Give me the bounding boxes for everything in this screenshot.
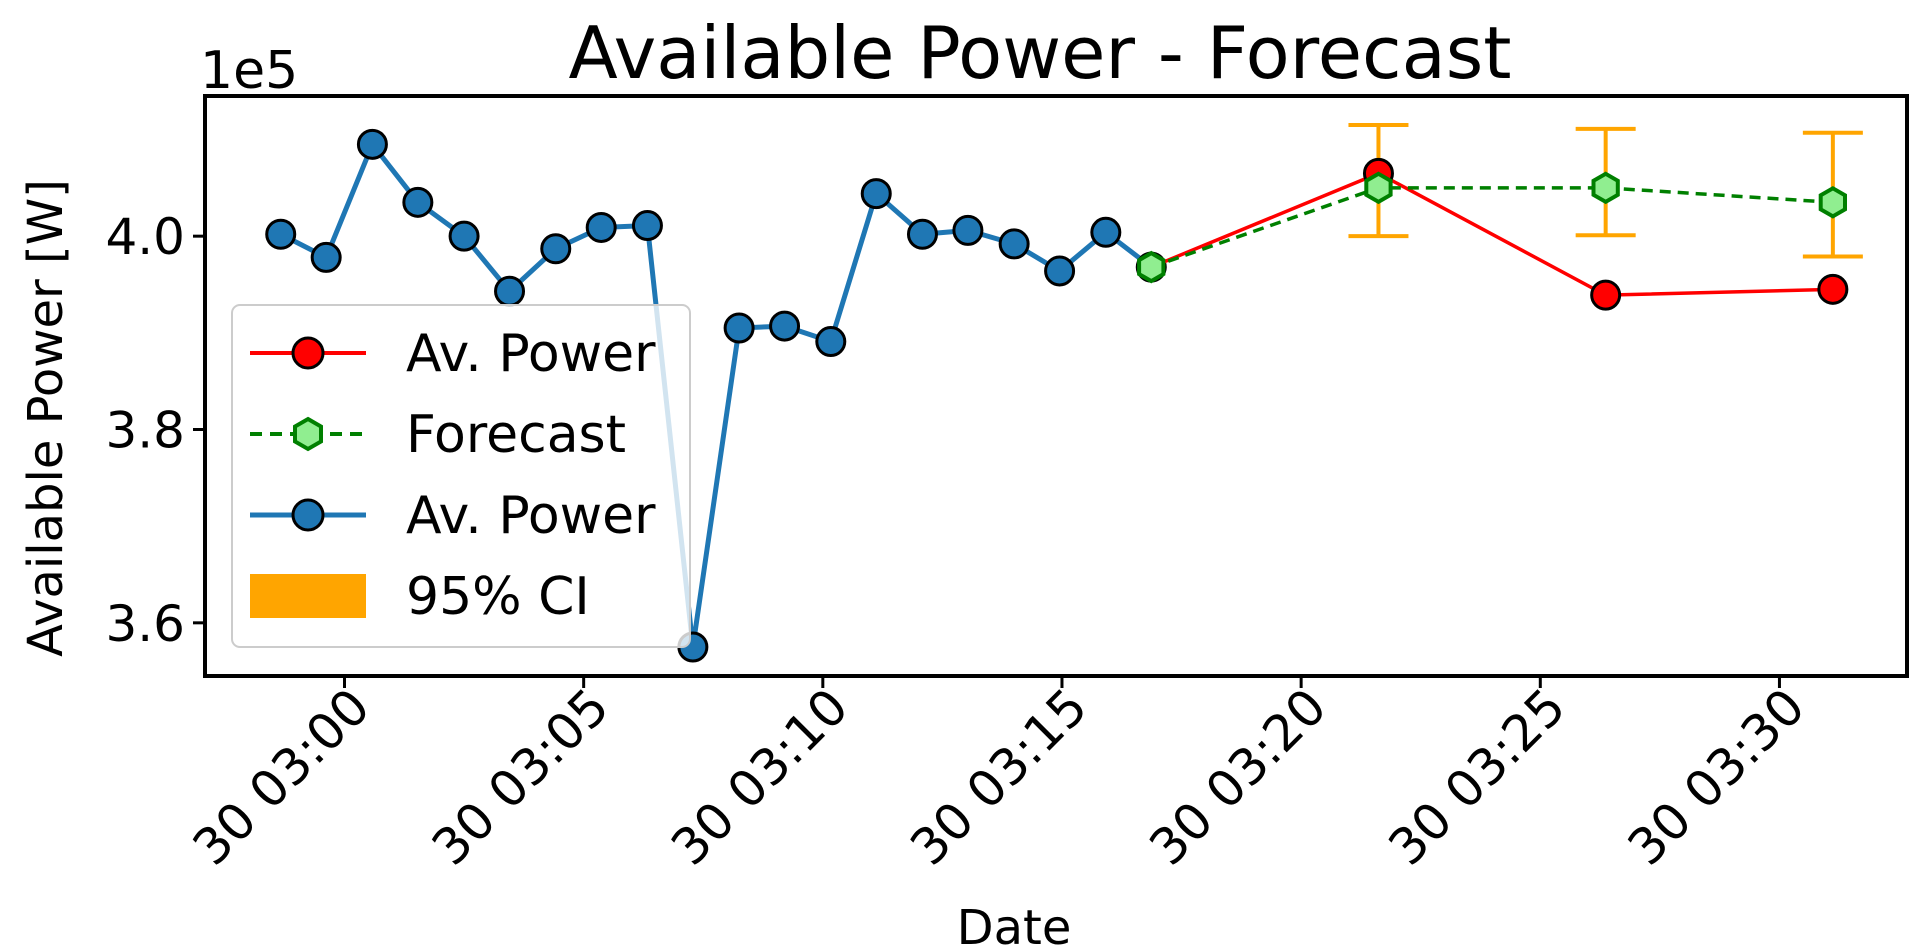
forecast-series-line	[1150, 186, 1833, 269]
history-point-18	[1090, 216, 1122, 248]
history-point-17	[1044, 255, 1076, 287]
history-point-3	[402, 186, 434, 218]
legend-marker-1	[293, 416, 323, 452]
history-point-4	[448, 220, 480, 252]
forecast-point-1	[1364, 171, 1393, 205]
history-point-1	[310, 241, 342, 273]
x-tick-label-1: 30 03:05	[421, 677, 620, 876]
forecast-point-0	[1137, 250, 1166, 284]
legend-box	[231, 304, 691, 648]
x-tick-label-6: 30 03:30	[1617, 677, 1816, 876]
history-point-16	[998, 228, 1030, 260]
x-tick-label-5: 30 03:25	[1378, 677, 1577, 876]
history-point-12	[815, 326, 847, 358]
forecast-point-2	[1591, 171, 1620, 205]
history-point-8	[631, 210, 663, 242]
plot-area	[265, 123, 1863, 663]
history-point-15	[952, 214, 984, 246]
legend: Av. Power Forecast Av. Power 95% CI	[231, 304, 691, 648]
legend-label-1: Forecast	[406, 405, 626, 465]
history-point-14	[906, 218, 938, 250]
actual-series-line	[1150, 171, 1833, 297]
y-axis-label: Available Power [W]	[18, 179, 74, 657]
legend-label-2: Av. Power	[406, 486, 656, 546]
actual-point-2	[1590, 279, 1622, 311]
x-tick-label-3: 30 03:15	[899, 677, 1098, 876]
legend-swatch-ci	[250, 574, 366, 618]
x-axis-label: Date	[957, 900, 1072, 952]
y-tick-label-2: 4.0	[105, 208, 185, 266]
history-point-5	[494, 275, 526, 307]
history-point-10	[723, 312, 755, 344]
history-point-2	[356, 128, 388, 160]
legend-label-0: Av. Power	[406, 324, 656, 384]
y-offset-label: 1e5	[200, 41, 298, 101]
legend-label-3: 95% CI	[406, 567, 590, 627]
y-tick-label-0: 3.6	[105, 595, 185, 653]
history-point-0	[265, 218, 297, 250]
actual-point-3	[1817, 273, 1849, 305]
x-tick-label-2: 30 03:10	[660, 677, 859, 876]
x-tick-label-4: 30 03:20	[1138, 677, 1337, 876]
y-tick-label-1: 3.8	[105, 402, 185, 460]
forecast-point-3	[1818, 185, 1847, 219]
chart-title: Available Power - Forecast	[569, 11, 1512, 95]
y-axis-ticks: 3.6 3.8 4.0	[105, 208, 205, 653]
history-point-6	[540, 233, 572, 265]
history-point-13	[860, 178, 892, 210]
history-point-11	[769, 310, 801, 342]
x-axis-ticks: 30 03:00 30 03:05 30 03:10 30 03:15 30 03:20…	[182, 676, 1816, 877]
legend-marker-0	[291, 336, 325, 370]
legend-marker-2	[291, 498, 325, 532]
x-tick-label-0: 30 03:00	[182, 677, 381, 876]
history-point-7	[585, 211, 617, 243]
plot-frame	[203, 94, 1909, 678]
